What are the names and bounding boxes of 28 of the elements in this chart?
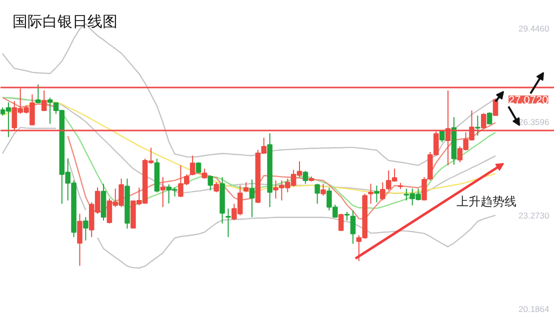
candlestick [226,208,231,238]
candlestick [314,183,320,204]
candlestick [249,179,255,218]
candlestick [77,213,82,266]
candlestick [243,182,249,193]
candlestick [208,174,214,191]
candlestick [302,170,308,184]
candlestick [160,176,166,208]
candlestick [320,183,326,196]
candlestick [486,112,492,125]
candlestick [475,115,480,136]
candlestick [83,216,88,241]
annotation: 上升趋势线 [456,194,516,208]
candlestick [41,90,47,112]
y-tick-label: 23.2730 [518,210,550,220]
candlestick [190,155,196,176]
candlestick [368,183,374,204]
candlestick [350,210,356,244]
text: 27.0720 [508,94,548,106]
candlestick [36,84,41,104]
candlestick [214,182,219,193]
candlestick [492,98,498,116]
text: 国际白银日线图 [12,14,118,30]
candlestick [374,185,380,203]
y-tick-label: 29.4460 [518,23,550,34]
y-tick-label: 20.1864 [518,304,550,314]
candlestick [380,182,386,201]
candlestick [202,168,208,180]
